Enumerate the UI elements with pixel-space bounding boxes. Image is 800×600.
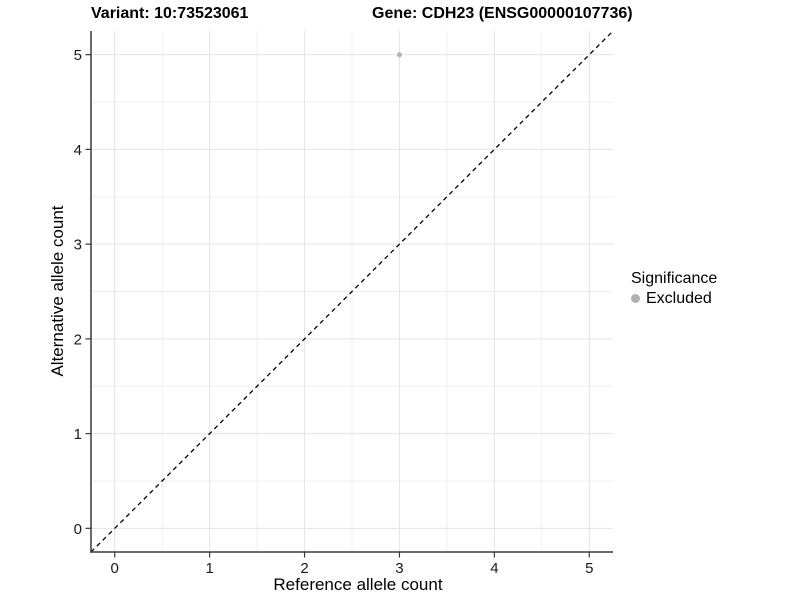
y-tick-label: 5 xyxy=(74,47,82,64)
plot-title-variant: Variant: 10:73523061 xyxy=(91,5,249,22)
legend-title: Significance xyxy=(631,270,718,287)
y-axis-label: Alternative allele count xyxy=(48,205,67,377)
y-tick-label: 4 xyxy=(74,142,82,159)
x-axis-label: Reference allele count xyxy=(273,575,443,594)
x-tick-label: 0 xyxy=(111,560,119,577)
y-tick-label: 1 xyxy=(74,426,82,443)
data-point xyxy=(396,52,403,58)
identity-line xyxy=(90,30,614,553)
x-tick-label: 1 xyxy=(205,560,213,577)
y-tick-label: 2 xyxy=(74,331,82,348)
x-tick-label: 3 xyxy=(395,560,403,577)
legend-item-label: Excluded xyxy=(646,290,712,307)
y-tick-label: 3 xyxy=(74,237,82,254)
plot-title-gene: Gene: CDH23 (ENSG00000107736) xyxy=(372,5,633,22)
legend: Significance Excluded xyxy=(631,269,717,308)
x-tick-label: 4 xyxy=(490,560,498,577)
legend-item-excluded: Excluded xyxy=(631,289,717,308)
y-tick-label: 0 xyxy=(74,521,82,538)
x-tick-label: 2 xyxy=(300,560,308,577)
x-tick-label: 5 xyxy=(585,560,593,577)
legend-point-icon xyxy=(631,294,640,303)
